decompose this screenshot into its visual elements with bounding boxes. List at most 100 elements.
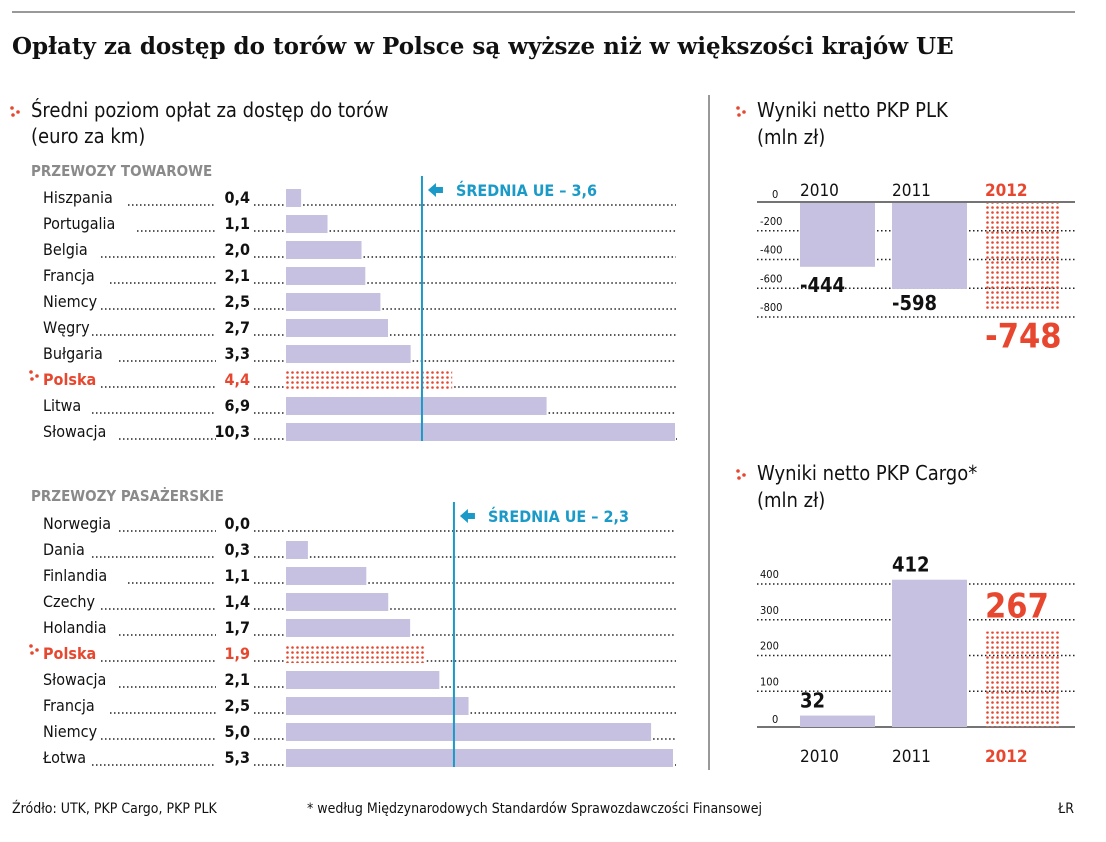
value-label: 1,4 <box>225 592 251 611</box>
value-label: 1,1 <box>225 214 251 233</box>
value-label: 3,3 <box>225 344 251 363</box>
bullet-icon <box>742 473 746 477</box>
category-label: Niemcy <box>43 292 98 311</box>
value-label: 10,3 <box>214 422 250 441</box>
category-label: Norwegia <box>43 514 111 533</box>
value-label: 5,0 <box>225 722 251 741</box>
value-label: 2,5 <box>225 292 251 311</box>
bar-słowacja <box>286 423 675 441</box>
category-label: Bułgaria <box>43 344 103 363</box>
bar-2011 <box>892 203 967 289</box>
category-label: Belgia <box>43 240 88 259</box>
bar-holandia <box>286 619 411 637</box>
bar-czechy <box>286 593 389 611</box>
x-tick-label: 2011 <box>892 181 931 201</box>
y-tick-label: 0 <box>772 188 778 201</box>
x-tick-label: 2010 <box>800 747 839 767</box>
arrow-left-icon <box>459 509 475 523</box>
bullet-icon <box>35 374 39 378</box>
x-tick-label: 2010 <box>800 181 839 201</box>
y-tick-label: 300 <box>760 604 779 617</box>
y-tick-label: 400 <box>760 568 779 581</box>
y-tick-label: 0 <box>772 713 778 726</box>
bullet-icon <box>30 377 34 381</box>
value-label: 0,0 <box>225 514 251 533</box>
category-label: Łotwa <box>42 748 86 767</box>
bar-bułgaria <box>286 345 411 363</box>
value-label: 1,9 <box>225 644 251 663</box>
category-label: Francja <box>43 266 95 285</box>
category-label: Słowacja <box>43 422 106 441</box>
data-label: 267 <box>985 587 1049 627</box>
bar-łotwa <box>286 749 673 767</box>
average-label: ŚREDNIA UE – 2,3 <box>488 507 629 526</box>
bar-polska <box>286 645 425 663</box>
chart-title: Wyniki netto PKP Cargo* <box>757 461 977 485</box>
value-label: 2,0 <box>225 240 251 259</box>
y-tick-label: -800 <box>760 301 782 314</box>
bullet-icon <box>30 651 34 655</box>
bullet-icon <box>736 106 740 110</box>
data-label: 32 <box>800 689 825 713</box>
category-label: Polska <box>43 644 96 663</box>
page-title: Opłaty za dostęp do torów w Polsce są wy… <box>12 33 954 60</box>
category-label: Niemcy <box>43 722 98 741</box>
y-tick-label: 200 <box>760 640 779 653</box>
bar-francja <box>286 697 469 715</box>
value-label: 0,4 <box>225 188 251 207</box>
bar-litwa <box>286 397 547 415</box>
bullet-icon <box>29 370 33 374</box>
data-label: -444 <box>800 273 845 297</box>
bar-2010 <box>800 203 875 267</box>
value-label: 2,1 <box>225 266 251 285</box>
category-label: Holandia <box>43 618 107 637</box>
bar-słowacja <box>286 671 440 689</box>
y-tick-label: -200 <box>760 215 782 228</box>
data-label: -598 <box>892 291 937 315</box>
chart-subtitle: (mln zł) <box>757 125 825 149</box>
bar-węgry <box>286 319 388 337</box>
bullet-icon <box>11 113 15 117</box>
bar-polska <box>286 371 453 389</box>
chart-subtitle: (mln zł) <box>757 488 825 512</box>
bullet-icon <box>736 469 740 473</box>
value-label: 6,9 <box>225 396 251 415</box>
chart-title: Średni poziom opłat za dostęp do torów <box>31 98 389 122</box>
value-label: 2,5 <box>225 696 251 715</box>
chart-subtitle: (euro za km) <box>31 124 145 148</box>
author-initials: ŁR <box>1057 801 1074 817</box>
data-label: 412 <box>892 553 930 577</box>
section-title: PRZEWOZY TOWAROWE <box>31 162 212 180</box>
bullet-icon <box>35 648 39 652</box>
bar-niemcy <box>286 723 652 741</box>
bar-francja <box>286 267 366 285</box>
bullet-icon <box>742 110 746 114</box>
value-label: 1,7 <box>225 618 251 637</box>
bar-2010 <box>800 715 875 727</box>
bullet-icon <box>29 644 33 648</box>
value-label: 2,7 <box>225 318 251 337</box>
bar-belgia <box>286 241 362 259</box>
data-label: -748 <box>985 317 1062 357</box>
bar-2012 <box>985 631 1060 727</box>
x-tick-label: 2012 <box>985 747 1028 767</box>
source-note: Źródło: UTK, PKP Cargo, PKP PLK <box>12 799 218 817</box>
y-tick-label: -400 <box>760 244 782 257</box>
category-label: Polska <box>43 370 96 389</box>
value-label: 4,4 <box>225 370 251 389</box>
arrow-left-icon <box>427 183 443 197</box>
y-tick-label: 100 <box>760 675 779 688</box>
chart-title: Wyniki netto PKP PLK <box>757 98 949 122</box>
value-label: 1,1 <box>225 566 251 585</box>
bar-niemcy <box>286 293 381 311</box>
x-tick-label: 2011 <box>892 747 931 767</box>
category-label: Słowacja <box>43 670 106 689</box>
bar-finlandia <box>286 567 367 585</box>
footnote: * według Międzynarodowych Standardów Spr… <box>307 801 762 817</box>
bar-dania <box>286 541 308 559</box>
category-label: Dania <box>43 540 85 559</box>
section-title: PRZEWOZY PASAŻERSKIE <box>31 486 224 505</box>
bar-2011 <box>892 579 967 727</box>
average-label: ŚREDNIA UE – 3,6 <box>456 181 597 200</box>
